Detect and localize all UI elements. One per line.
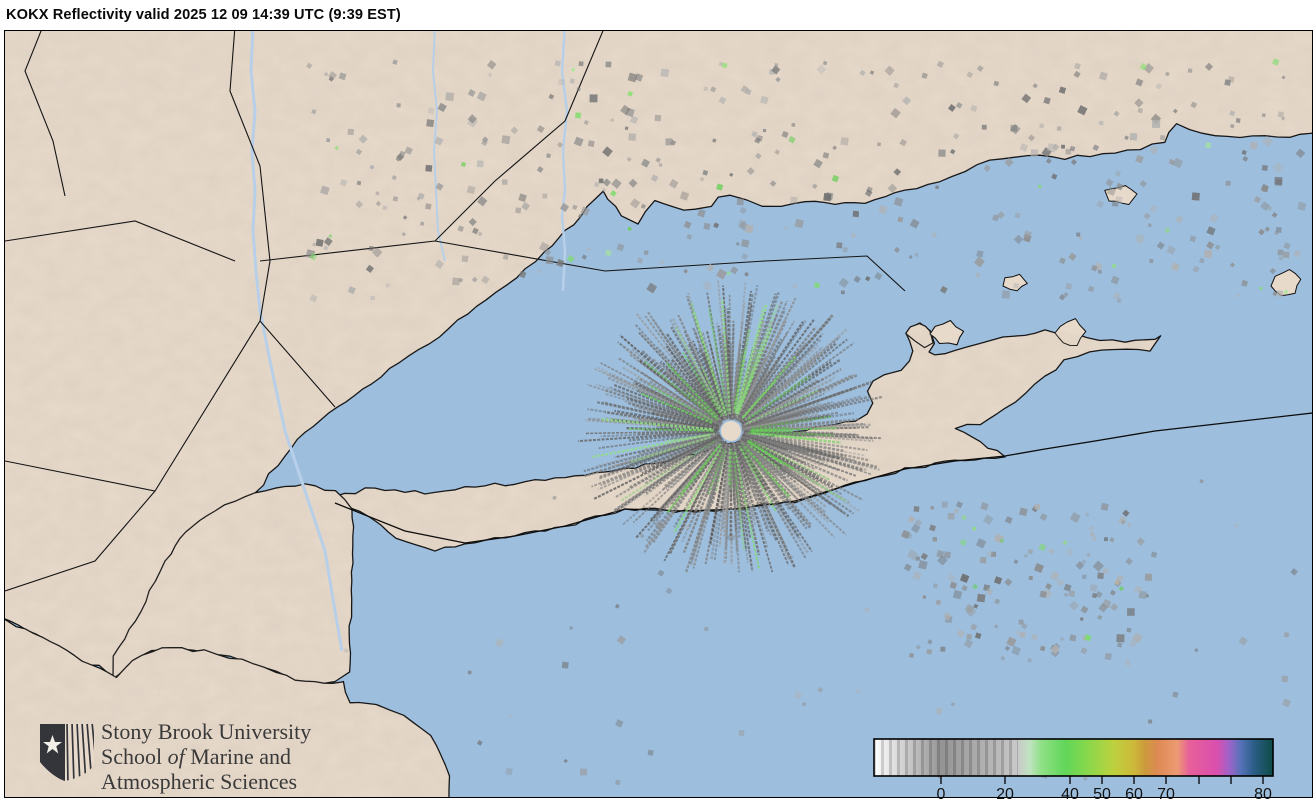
- svg-text:50: 50: [1093, 786, 1111, 800]
- svg-text:0: 0: [937, 786, 946, 800]
- svg-text:20: 20: [996, 786, 1014, 800]
- svg-text:40: 40: [1061, 786, 1079, 800]
- svg-text:70: 70: [1157, 786, 1175, 800]
- svg-text:60: 60: [1125, 786, 1143, 800]
- svg-text:80: 80: [1254, 786, 1272, 800]
